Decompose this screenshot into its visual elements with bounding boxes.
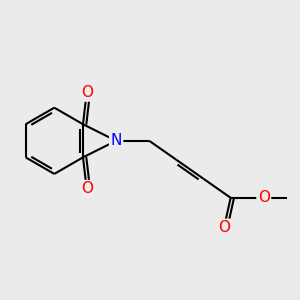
Text: O: O bbox=[81, 85, 93, 100]
Text: O: O bbox=[218, 220, 230, 235]
Text: O: O bbox=[258, 190, 270, 205]
Text: N: N bbox=[110, 133, 122, 148]
Text: O: O bbox=[81, 181, 93, 196]
